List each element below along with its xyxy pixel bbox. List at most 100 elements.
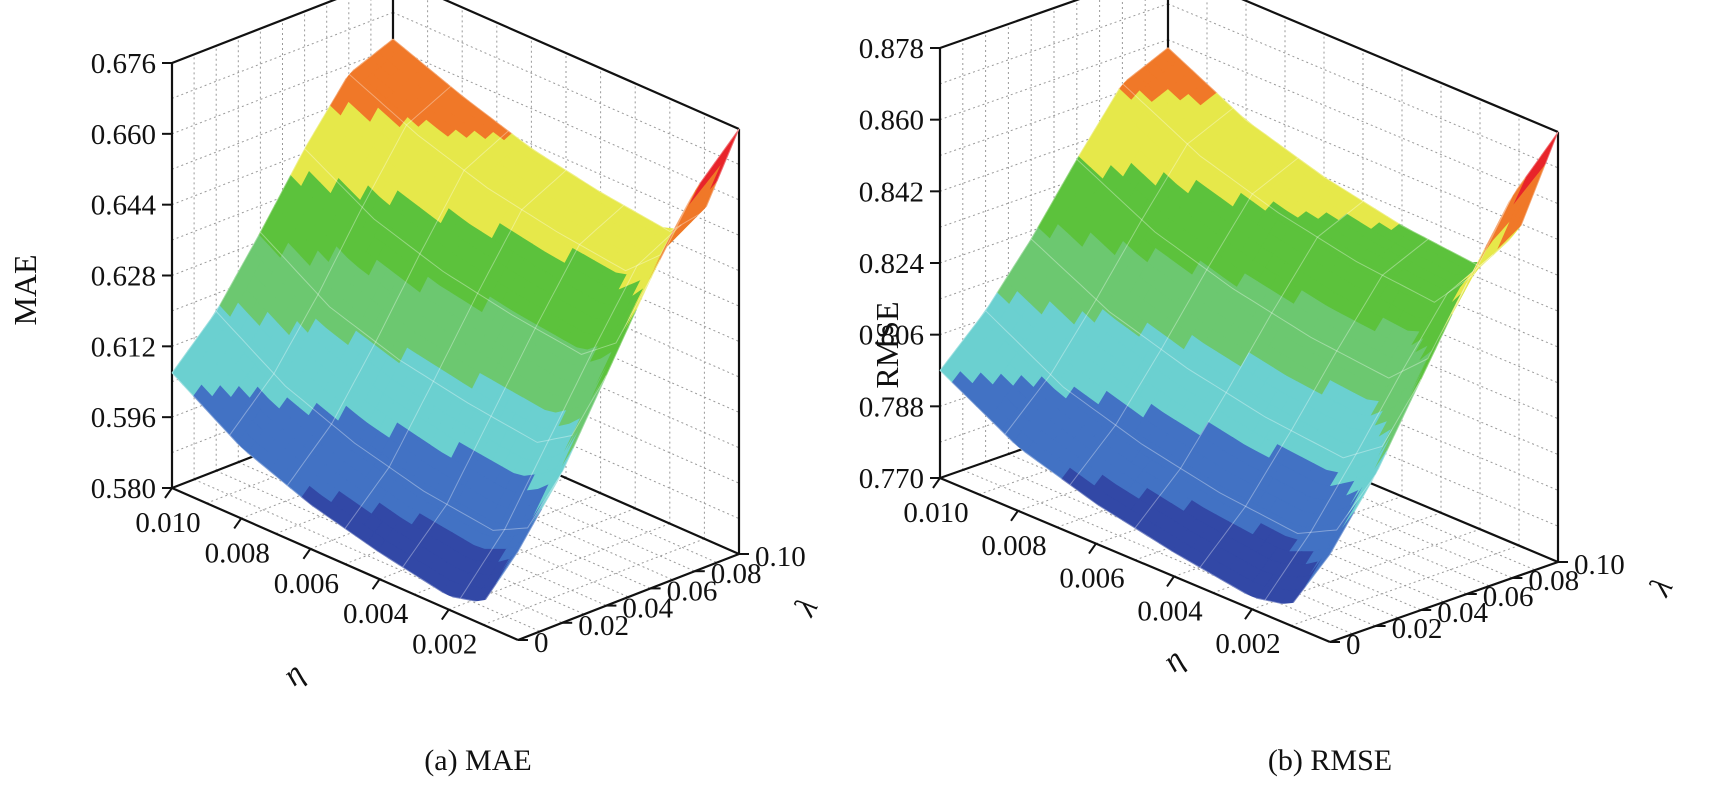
grid-line bbox=[1167, 39, 1559, 205]
surface-mesh-line bbox=[939, 47, 1169, 371]
mae-tick-labels: 0.580 0.596 0.612 0.628 0.644 0.660 0.676 0.010… bbox=[91, 48, 806, 661]
grid-line bbox=[962, 469, 1353, 635]
z-tick-label: 0.806 bbox=[859, 320, 924, 352]
eta-tick-mark bbox=[1010, 510, 1019, 522]
surface-mesh-line bbox=[459, 224, 682, 599]
surface-mesh-line bbox=[985, 310, 1377, 535]
grid-line bbox=[1167, 3, 1559, 169]
surface-mesh-line bbox=[1004, 107, 1234, 435]
mae-axes-front bbox=[171, 486, 740, 642]
surface-mesh-line bbox=[1264, 254, 1494, 601]
eta-tick-label: 0.004 bbox=[343, 598, 409, 630]
mae-eta-axis-label: η bbox=[275, 655, 310, 693]
lambda-tick-label: 0.04 bbox=[1437, 597, 1488, 629]
axis-edge bbox=[442, 0, 740, 131]
z-tick-label: 0.644 bbox=[91, 190, 157, 222]
lambda-tick-label: 0 bbox=[534, 627, 549, 659]
surface-mesh-line bbox=[260, 231, 607, 443]
eta-tick-label: 0.008 bbox=[981, 530, 1046, 562]
axis-edge bbox=[1329, 560, 1559, 644]
mae-surface-plot: 0.580 0.596 0.612 0.628 0.644 0.660 0.676 0.010… bbox=[7, 0, 825, 777]
surface-mesh-line bbox=[171, 372, 519, 604]
eta-tick-label: 0.010 bbox=[135, 507, 200, 539]
rmse-z-axis-label: RMSE bbox=[869, 301, 905, 388]
grid-line bbox=[1167, 75, 1559, 240]
mae-caption: (a) MAE bbox=[424, 744, 531, 777]
surface-mesh-line bbox=[1076, 158, 1468, 379]
z-tick-label: 0.842 bbox=[859, 176, 924, 208]
surface-mesh-line bbox=[229, 86, 452, 436]
eta-tick-mark bbox=[371, 578, 381, 590]
z-tick-label: 0.824 bbox=[859, 248, 925, 280]
surface-mesh-line bbox=[517, 128, 740, 552]
lambda-tick-label: 0.06 bbox=[667, 575, 718, 607]
grid-line bbox=[939, 39, 1169, 121]
eta-tick-label: 0.010 bbox=[903, 497, 968, 529]
rmse-caption: (b) RMSE bbox=[1268, 744, 1392, 777]
surface-mesh-line bbox=[402, 204, 625, 568]
z-tick-label: 0.788 bbox=[859, 391, 924, 423]
eta-tick-label: 0.006 bbox=[274, 568, 339, 600]
surface-patch bbox=[1317, 539, 1339, 571]
rmse-tick-labels: 0.770 0.788 0.806 0.824 0.842 0.860 0.878 0.010… bbox=[859, 33, 1625, 661]
grid-line bbox=[1290, 545, 1520, 627]
lambda-tick-label: 0 bbox=[1346, 629, 1361, 661]
z-tick-label: 0.628 bbox=[91, 261, 156, 293]
axis-edge bbox=[171, 0, 337, 65]
axis-edge bbox=[939, 476, 1331, 644]
eta-tick-mark bbox=[1166, 575, 1175, 587]
z-tick-label: 0.878 bbox=[859, 33, 924, 65]
z-tick-label: 0.596 bbox=[91, 402, 156, 434]
rmse-eta-axis-label: η bbox=[1155, 641, 1190, 679]
surface-mesh-line bbox=[1030, 238, 1422, 459]
eta-tick-mark bbox=[932, 477, 941, 489]
surface-mesh-line bbox=[344, 169, 567, 529]
lambda-tick-label: 0.04 bbox=[622, 593, 673, 625]
lambda-tick-label: 0.08 bbox=[711, 558, 762, 590]
axis-edge bbox=[517, 552, 740, 642]
surface-mesh-line bbox=[1134, 200, 1364, 529]
axis-edge bbox=[171, 486, 519, 642]
rmse-surface-plot: 0.770 0.788 0.806 0.824 0.842 0.860 0.878 0.010… bbox=[859, 0, 1680, 777]
eta-tick-label: 0.002 bbox=[1215, 628, 1280, 660]
mae-lambda-axis-label: λ bbox=[786, 591, 825, 622]
surface-patch bbox=[506, 537, 527, 568]
surface-mesh-line bbox=[939, 370, 1331, 607]
lambda-tick-label: 0.02 bbox=[1392, 613, 1443, 645]
surface-mesh-line bbox=[171, 38, 394, 374]
lambda-tick-label: 0.08 bbox=[1528, 565, 1579, 597]
rmse-surface bbox=[939, 47, 1559, 607]
surface-mesh-line bbox=[286, 130, 509, 486]
eta-tick-mark bbox=[164, 487, 173, 499]
z-tick-label: 0.770 bbox=[859, 463, 924, 495]
surface-mesh-line bbox=[215, 311, 563, 531]
grid-line bbox=[939, 3, 1169, 85]
axis-edge bbox=[1241, 0, 1559, 134]
eta-tick-mark bbox=[233, 517, 243, 529]
eta-tick-label: 0.008 bbox=[205, 537, 270, 569]
surface-mesh-line bbox=[392, 38, 740, 232]
lambda-tick-label: 0.02 bbox=[578, 610, 629, 642]
z-tick-label: 0.860 bbox=[859, 105, 924, 137]
mae-surface bbox=[171, 38, 740, 604]
rmse-axes-front bbox=[939, 476, 1559, 644]
z-tick-label: 0.676 bbox=[91, 48, 156, 80]
z-tick-label: 0.660 bbox=[91, 119, 156, 151]
eta-tick-mark bbox=[1088, 543, 1097, 555]
lambda-tick-label: 0.06 bbox=[1483, 581, 1534, 613]
surface-mesh-line bbox=[1069, 157, 1299, 486]
mae-z-axis-label: MAE bbox=[7, 254, 43, 325]
lambda-tick-label: 0.10 bbox=[1574, 549, 1625, 581]
lambda-tick-label: 0.10 bbox=[755, 541, 806, 573]
surface-mesh-line bbox=[1167, 47, 1559, 268]
z-tick-label: 0.580 bbox=[91, 473, 156, 505]
surface-mesh-line bbox=[1199, 238, 1429, 568]
surface-mesh-line bbox=[304, 148, 652, 355]
rmse-lambda-axis-label: λ bbox=[1641, 571, 1680, 602]
surface-mesh-line bbox=[1329, 131, 1559, 555]
axis-edge bbox=[939, 0, 1081, 50]
eta-tick-mark bbox=[1244, 608, 1253, 620]
eta-tick-label: 0.006 bbox=[1059, 563, 1124, 595]
surface-mesh-line bbox=[348, 73, 696, 272]
